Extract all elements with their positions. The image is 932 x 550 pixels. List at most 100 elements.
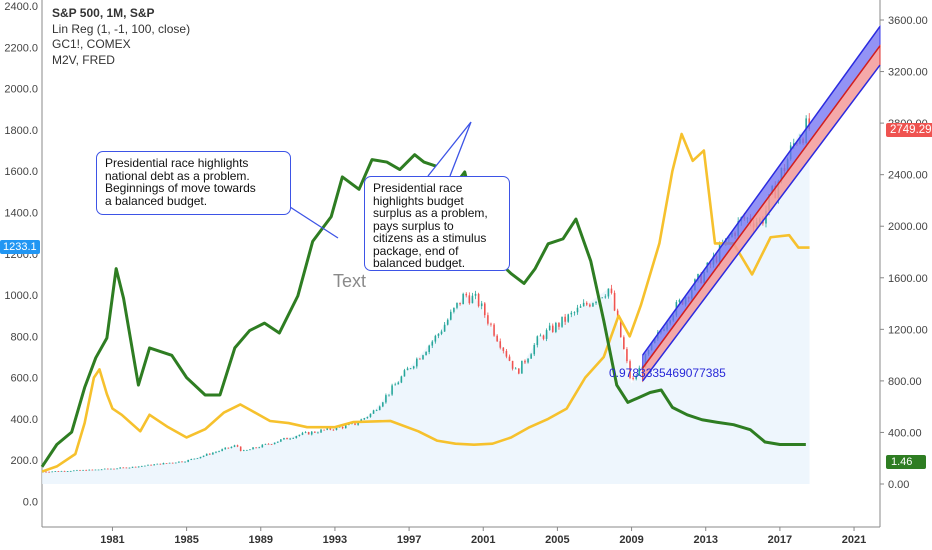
sp500-candle [107,468,109,470]
sp500-candle [440,331,443,334]
left-axis-tick: 1000.0 [4,290,38,302]
sp500-candle [555,322,557,332]
sp500-candle [159,463,162,465]
sp500-candle [585,302,588,305]
sp500-candle [168,462,171,464]
sp500-candle [527,358,529,363]
sp500-candle [301,432,304,435]
sp500-candle [57,471,60,472]
sp500-candle [619,319,622,338]
sp500-candle [178,461,180,463]
sp500-candle [51,471,53,473]
sp500-candle [165,463,168,464]
sp500-candle [283,437,285,440]
legend-line-gold: GC1!, COMEX [52,37,131,51]
sp500-candle [453,307,455,312]
sp500-candle [422,355,424,360]
left-axis-tick: 0.0 [23,497,38,509]
sp500-candle [215,451,217,453]
sp500-candle [304,432,307,433]
sp500-candle [372,410,375,414]
sp500-candle [116,468,118,470]
sp500-candle [428,345,430,352]
sp500-area [42,128,810,484]
sp500-candle [76,469,78,471]
sp500-candle [459,302,461,305]
sp500-candle [153,464,155,466]
left-axis-tick: 400.0 [10,414,38,426]
sp500-candle [276,441,279,443]
sp500-candle [521,360,523,374]
sp500-candle [558,322,560,327]
sp500-candle [174,462,177,464]
gold-price-line [41,132,810,473]
right-axis-tick: 3600.00 [888,15,928,27]
sp500-candle [465,293,468,296]
annotation-note-left[interactable]: Presidential race highlights national de… [96,151,291,215]
sp500-candle [230,446,233,449]
sp500-candle [375,410,378,411]
sp500-candle [323,429,325,431]
sp500-candle [332,429,335,431]
sp500-candle [443,324,446,332]
left-axis-tick: 2200.0 [4,42,38,54]
sp500-candle [548,325,551,331]
sp500-candle [97,469,100,471]
floating-text-label[interactable]: Text [333,271,367,291]
annotation-note-right[interactable]: Presidential race highlights budget surp… [364,176,510,271]
sp500-candle [561,316,563,327]
sp500-candle [202,455,205,457]
sp500-candle [468,295,471,304]
sp500-candle [567,314,570,322]
sp500-candle [697,274,699,280]
sp500-candle [69,470,72,472]
sp500-candle [382,402,384,407]
sp500-candle [490,323,492,325]
sp500-candle [406,368,409,371]
sp500-candle [100,469,103,471]
x-axis-tick: 2017 [768,534,792,546]
sp500-candle [792,143,795,146]
sp500-candle [604,296,607,298]
sp500-candle [131,466,134,468]
sp500-candle [307,432,310,435]
sp500-candle [582,302,585,307]
sp500-candle [270,444,273,445]
sp500-candle [354,423,356,425]
x-axis-tick: 2001 [471,534,495,546]
legend-line-linreg: Lin Reg (1, -1, 100, close) [52,21,191,36]
x-axis-tick: 1981 [100,534,124,546]
sp500-candle [480,303,483,307]
sp500-candle [524,360,526,363]
sp500-candle [292,437,295,439]
sp500-candle [477,293,480,307]
sp500-candle [227,447,230,449]
x-axis-tick: 1993 [323,534,347,546]
sp500-candle [63,470,66,472]
sp500-candle [638,367,641,376]
sp500-candle [502,347,505,351]
sp500-candle [570,312,573,315]
right-axis-tick: 1200.00 [888,324,928,336]
right-axis-tick: 3200.00 [888,67,928,79]
sp500-candle [564,316,566,322]
sp500-candle [394,384,396,386]
sp500-candle [289,438,291,440]
sp500-candle [511,360,514,369]
sp500-candle [79,469,81,471]
sp500-candle [607,288,610,297]
linreg-upper-line [642,26,881,356]
sp500-candle [218,450,220,452]
sp500-candle [499,341,502,348]
sp500-candle [483,303,486,316]
left-axis-tick: 1400.0 [4,207,38,219]
sp500-candle [54,471,57,472]
sp500-candle [601,297,604,299]
right-axis-tick: 0.00 [888,479,909,491]
sp500-candle [181,461,183,463]
sp500-candle [388,394,390,396]
sp500-candle [338,426,341,428]
sp500-candle [474,293,477,296]
